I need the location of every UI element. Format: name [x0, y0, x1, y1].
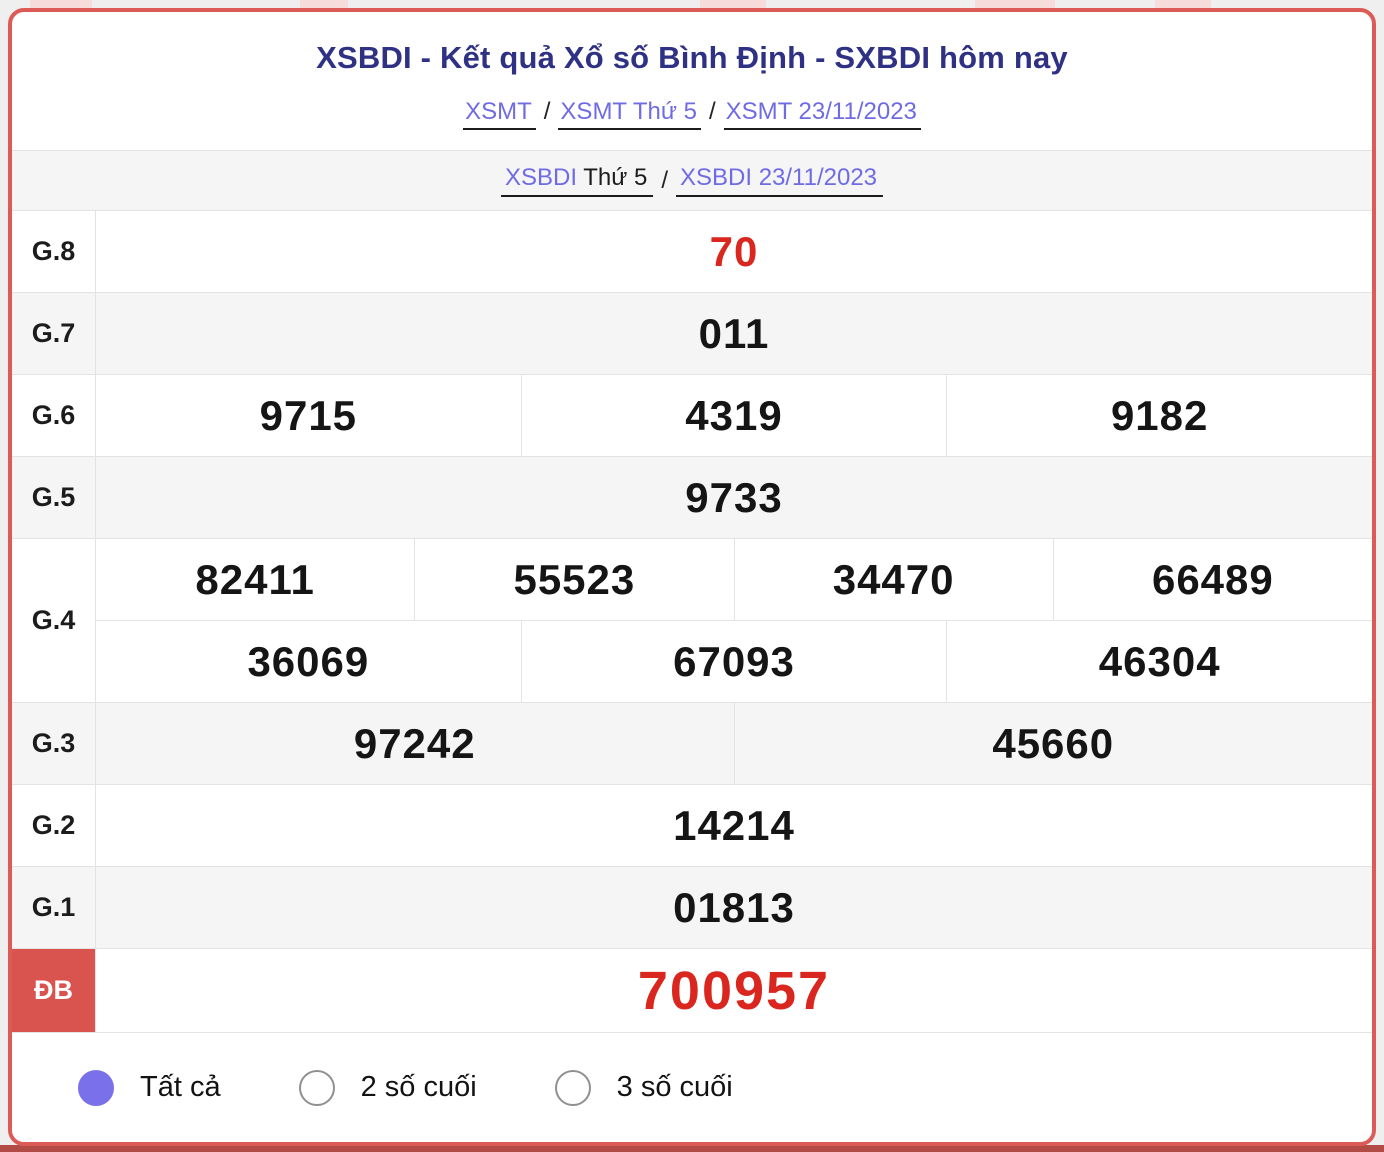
- prize-number-db: 700957: [637, 960, 831, 1021]
- breadcrumb-link-xsmt[interactable]: XSMT: [463, 98, 536, 130]
- breadcrumb-separator: /: [661, 166, 668, 194]
- breadcrumb-link-xsmt-date[interactable]: XSMT 23/11/2023: [723, 98, 921, 130]
- prize-label-g7: G.7: [12, 293, 96, 374]
- background-fragment: [700, 0, 766, 9]
- prize-number-g1: 01813: [673, 883, 795, 931]
- breadcrumb-link-xsmt-thu5[interactable]: XSMT Thứ 5: [558, 98, 701, 130]
- prize-number-g2: 14214: [673, 801, 795, 849]
- prize-number-g4-4: 66489: [1052, 539, 1372, 620]
- breadcrumb-separator: /: [708, 98, 716, 125]
- breadcrumb-secondary: XSBDI Thứ 5/XSBDI 23/11/2023: [12, 150, 1372, 210]
- prize-number-g5: 9733: [685, 473, 783, 521]
- prize-number-g3-1: 97242: [353, 719, 476, 767]
- prize-label-g3: G.3: [12, 703, 96, 784]
- header: XSBDI - Kết quả Xổ số Bình Định - SXBDI …: [12, 12, 1372, 150]
- filter-radio-last2[interactable]: 2 số cuối: [298, 1069, 477, 1106]
- prize-number-g4-2: 55523: [414, 539, 733, 620]
- background-fragment: [1155, 0, 1211, 9]
- prize-number-g6-3: 9182: [946, 375, 1372, 456]
- prize-label-g2: G.2: [12, 785, 96, 866]
- breadcrumb: XSMT / XSMT Thứ 5 / XSMT 23/11/2023: [12, 98, 1372, 150]
- prize-row-g1: G.1 01813: [12, 866, 1372, 948]
- prize-label-db: ĐB: [12, 949, 96, 1032]
- filter-label-all[interactable]: Tất cả: [140, 1071, 221, 1103]
- filter-radio-group: Tất cả 2 số cuối 3 số cuối: [12, 1032, 1372, 1142]
- prize-label-g6: G.6: [12, 375, 96, 456]
- prize-row-g4-line2: 36069 67093 46304: [96, 620, 1372, 702]
- filter-radio-last3[interactable]: 3 số cuối: [554, 1069, 733, 1106]
- lottery-results-card: XSBDI - Kết quả Xổ số Bình Định - SXBDI …: [8, 8, 1376, 1146]
- radio-circle-icon[interactable]: [554, 1069, 591, 1106]
- radio-circle-icon[interactable]: [298, 1069, 335, 1106]
- filter-label-last3[interactable]: 3 số cuối: [616, 1071, 733, 1103]
- prize-row-g4: G.4 82411 55523 34470 66489 36069 67093 …: [12, 538, 1372, 702]
- prize-number-g3-2: 45660: [733, 703, 1373, 784]
- prize-row-g7: G.7 011: [12, 292, 1372, 374]
- prize-number-g4-3: 34470: [733, 539, 1053, 620]
- filter-radio-all[interactable]: Tất cả: [78, 1069, 221, 1106]
- prize-number-g4-5: 36069: [247, 637, 370, 685]
- background-fragment: [30, 0, 92, 9]
- prize-number-g4-6: 67093: [520, 621, 947, 702]
- prize-row-g6: G.6 9715 4319 9182: [12, 374, 1372, 456]
- prize-number-g6-2: 4319: [520, 375, 947, 456]
- prize-number-g4-1: 82411: [195, 555, 315, 603]
- breadcrumb-separator: /: [543, 98, 551, 125]
- page-title: XSBDI - Kết quả Xổ số Bình Định - SXBDI …: [316, 40, 1068, 75]
- prize-row-g5: G.5 9733: [12, 456, 1372, 538]
- prize-number-g6-1: 9715: [259, 391, 358, 439]
- prize-row-g4-line1: 82411 55523 34470 66489: [96, 539, 1372, 620]
- prize-label-g8: G.8: [12, 211, 96, 292]
- breadcrumb-link-xsbdi[interactable]: XSBDI: [504, 164, 577, 191]
- prize-label-g4: G.4: [12, 539, 96, 702]
- card-bottom-shadow: [0, 1145, 1384, 1152]
- prize-row-g2: G.2 14214: [12, 784, 1372, 866]
- prize-number-g8: 70: [709, 227, 759, 275]
- filter-label-last2[interactable]: 2 số cuối: [360, 1071, 477, 1103]
- prize-row-g8: G.8 70: [12, 210, 1372, 292]
- background-fragment: [975, 0, 1055, 9]
- breadcrumb-link-xsbdi-date[interactable]: XSBDI 23/11/2023: [676, 164, 884, 197]
- prize-label-g5: G.5: [12, 457, 96, 538]
- prize-number-g4-7: 46304: [946, 621, 1372, 702]
- prize-label-g1: G.1: [12, 867, 96, 948]
- prize-row-db: ĐB 700957: [12, 948, 1372, 1032]
- background-fragment: [300, 0, 348, 9]
- prize-row-g3: G.3 97242 45660: [12, 702, 1372, 784]
- breadcrumb-xsbdi-day[interactable]: XSBDI Thứ 5: [500, 164, 654, 197]
- prize-number-g7: 011: [698, 309, 770, 357]
- radio-circle-icon[interactable]: [78, 1069, 114, 1106]
- breadcrumb-day-label: Thứ 5: [583, 164, 648, 191]
